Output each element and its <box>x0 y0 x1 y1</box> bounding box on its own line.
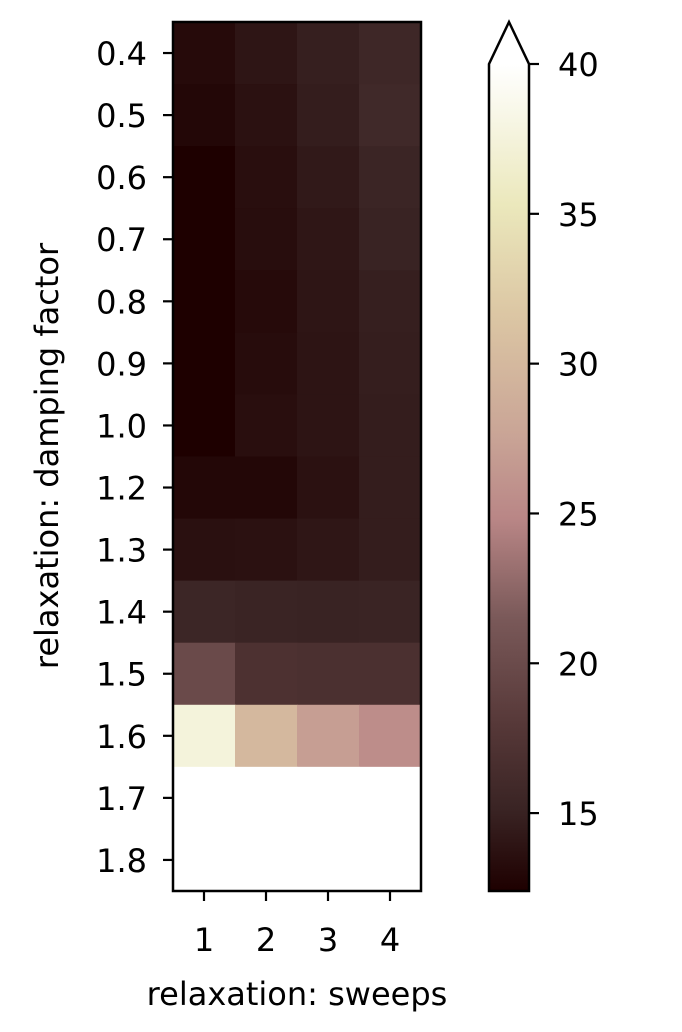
heatmap-cell <box>173 270 236 333</box>
colorbar-outline <box>487 19 531 893</box>
heatmap-cell <box>359 332 422 396</box>
heatmap-cell <box>359 518 422 582</box>
heatmap-cell <box>297 456 360 520</box>
heatmap-cells <box>173 22 422 892</box>
heatmap-cell <box>173 642 236 706</box>
heatmap-cell <box>359 270 422 333</box>
x-axis-label: relaxation: sweeps <box>147 975 448 1013</box>
heatmap-cell <box>235 394 298 458</box>
heatmap-cell <box>173 394 236 458</box>
heatmap-cell <box>359 704 422 768</box>
plot-frame <box>171 20 423 893</box>
heatmap-cell <box>173 332 236 396</box>
colorbar-gradient <box>489 64 529 891</box>
heatmap-cell <box>359 456 422 520</box>
y-tick-label: 0.6 <box>96 159 147 197</box>
heatmap-cell <box>297 22 360 85</box>
heatmap-cell <box>235 766 298 830</box>
x-tick-label: 2 <box>256 921 276 959</box>
y-tick-label: 0.7 <box>96 221 147 259</box>
heatmap-cell <box>235 270 298 333</box>
heatmap-cell <box>235 642 298 706</box>
heatmap-cell <box>297 270 360 333</box>
colorbar-tick-label: 20 <box>558 645 599 683</box>
heatmap-cell <box>359 394 422 458</box>
heatmap-cell <box>235 456 298 520</box>
heatmap-cell <box>359 580 422 644</box>
heatmap-cell <box>173 828 236 892</box>
y-axis-label: relaxation: damping factor <box>28 242 66 669</box>
heatmap-cell <box>173 766 236 830</box>
colorbar-tick-label: 15 <box>558 795 599 833</box>
y-tick-label: 0.9 <box>96 345 147 383</box>
y-tick-label: 1.4 <box>96 594 147 632</box>
heatmap-cell <box>297 208 360 271</box>
heatmap-cell <box>235 580 298 644</box>
heatmap-cell <box>297 580 360 644</box>
y-tick-label: 1.7 <box>96 780 147 818</box>
y-axis-ticks: 0.4 0.5 0.6 0.7 0.8 0.9 1.0 1.2 1.3 1.4 1.5 1.6 1.7 1… <box>96 35 173 880</box>
colorbar-tick-label: 25 <box>558 495 599 533</box>
heatmap-cell <box>235 518 298 582</box>
heatmap-cell <box>235 828 298 892</box>
heatmap-cell <box>359 828 422 892</box>
heatmap-cell <box>173 146 236 209</box>
colorbar-tick-label: 35 <box>558 196 599 234</box>
heatmap-cell <box>359 208 422 271</box>
heatmap-cell <box>359 84 422 147</box>
heatmap-cell <box>297 332 360 396</box>
heatmap-cell <box>297 146 360 209</box>
heatmap-cell <box>359 642 422 706</box>
heatmap-cell <box>297 704 360 768</box>
heatmap-cell <box>173 580 236 644</box>
heatmap-cell <box>359 22 422 85</box>
colorbar-tick-label: 30 <box>558 346 599 384</box>
heatmap-cell <box>359 146 422 209</box>
y-tick-label: 0.5 <box>96 97 147 135</box>
heatmap-cell <box>359 766 422 830</box>
heatmap-cell <box>297 766 360 830</box>
colorbar: 15 20 25 30 35 40 <box>487 19 599 893</box>
heatmap-cell <box>297 828 360 892</box>
heatmap-cell <box>173 84 236 147</box>
x-tick-label: 4 <box>380 921 400 959</box>
heatmap-cell <box>297 84 360 147</box>
colorbar-tick-label: 40 <box>558 46 599 84</box>
heatmap-cell <box>297 518 360 582</box>
y-tick-label: 1.0 <box>96 407 147 445</box>
colorbar-ticks: 15 20 25 30 35 40 <box>529 46 599 833</box>
y-tick-label: 1.8 <box>96 842 147 880</box>
x-axis-ticks: 1 2 3 4 <box>194 891 400 959</box>
heatmap-cell <box>173 456 236 520</box>
heatmap-cell <box>235 332 298 396</box>
heatmap-cell <box>235 146 298 209</box>
heatmap-cell <box>173 518 236 582</box>
y-tick-label: 1.5 <box>96 656 147 694</box>
y-tick-label: 1.2 <box>96 470 147 508</box>
heatmap-cell <box>297 642 360 706</box>
heatmap-cell <box>173 704 236 768</box>
heatmap-cell <box>235 208 298 271</box>
x-tick-label: 3 <box>318 921 338 959</box>
heatmap-cell <box>235 84 298 147</box>
y-tick-label: 0.4 <box>96 35 147 73</box>
y-tick-label: 1.6 <box>96 718 147 756</box>
heatmap-cell <box>235 22 298 85</box>
heatmap-cell <box>235 704 298 768</box>
x-tick-label: 1 <box>194 921 214 959</box>
heatmap-cell <box>297 394 360 458</box>
heatmap-cell <box>173 22 236 85</box>
heatmap-cell <box>173 208 236 271</box>
y-tick-label: 1.3 <box>96 532 147 570</box>
colorbar-extend-arrow <box>489 22 529 64</box>
y-tick-label: 0.8 <box>96 283 147 321</box>
